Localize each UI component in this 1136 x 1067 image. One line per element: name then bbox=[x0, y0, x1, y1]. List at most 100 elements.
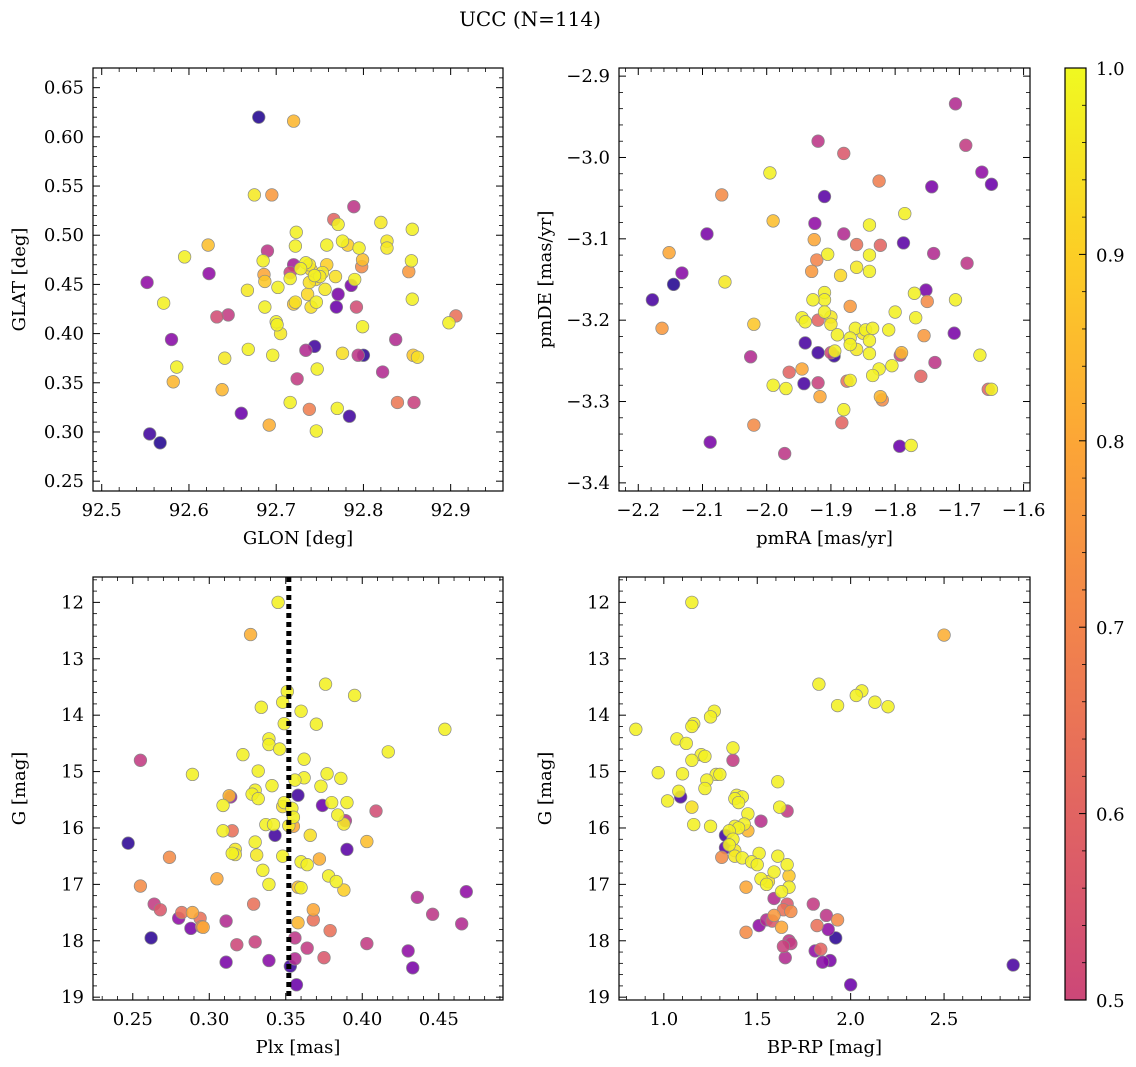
scatter-point bbox=[375, 365, 390, 379]
y-tick-label: 19 bbox=[587, 987, 610, 1008]
scatter-point bbox=[185, 905, 200, 920]
colorbar-frame bbox=[1064, 67, 1087, 1001]
y-tick-label: −3.0 bbox=[566, 147, 610, 168]
scatter-point bbox=[774, 920, 789, 934]
scatter-point bbox=[914, 369, 928, 383]
scatter-point bbox=[806, 293, 820, 307]
scatter-point bbox=[293, 262, 308, 276]
scatter-point bbox=[898, 206, 912, 221]
scatter-point bbox=[919, 283, 933, 297]
scatter-point bbox=[351, 348, 365, 362]
x-tick-label: 0.30 bbox=[189, 1009, 229, 1030]
scatter-point bbox=[909, 311, 923, 325]
scatter-point bbox=[843, 373, 857, 388]
colorbar-tick-label: 0.9 bbox=[1096, 245, 1125, 266]
scatter-point bbox=[766, 378, 780, 392]
scatter-point bbox=[731, 795, 746, 810]
scatter-point bbox=[812, 677, 826, 691]
colorbar-tick-label: 0.5 bbox=[1096, 991, 1125, 1012]
scatter-point bbox=[247, 188, 262, 202]
x-axis-label: Plx [mas] bbox=[256, 1037, 341, 1058]
scatter-point bbox=[374, 215, 388, 230]
figure-title: UCC (N=114) bbox=[459, 7, 601, 31]
y-tick-label: 17 bbox=[587, 874, 610, 895]
scatter-point bbox=[750, 857, 764, 872]
scatter-point bbox=[862, 333, 877, 348]
scatter-point bbox=[265, 188, 279, 202]
scatter-point bbox=[294, 881, 308, 895]
scatter-point bbox=[360, 834, 374, 849]
scatter-point bbox=[312, 852, 327, 866]
scatter-point bbox=[381, 745, 395, 759]
y-tick-label: 0.60 bbox=[44, 127, 84, 148]
scatter-point bbox=[230, 938, 244, 952]
scatter-point bbox=[297, 752, 311, 766]
y-tick-label: −2.9 bbox=[566, 66, 610, 87]
scatter-point bbox=[713, 767, 727, 782]
y-tick-label: 0.25 bbox=[44, 471, 84, 492]
scatter-point bbox=[651, 766, 665, 780]
scatter-point bbox=[309, 295, 323, 309]
y-tick-label: −3.2 bbox=[566, 310, 610, 331]
scatter-point bbox=[390, 395, 405, 410]
scatter-point bbox=[873, 389, 888, 404]
y-tick-label: 15 bbox=[61, 762, 84, 783]
scatter-point bbox=[811, 376, 825, 390]
scatter-points bbox=[645, 97, 999, 461]
scatter-point bbox=[216, 798, 230, 813]
scatter-point bbox=[810, 253, 824, 267]
scatter-point bbox=[763, 166, 777, 180]
scatter-point bbox=[862, 346, 877, 361]
colorbar: 0.5 0.6 0.7 0.8 0.9 1.0 bbox=[1064, 59, 1125, 1012]
scatter-point bbox=[201, 238, 215, 252]
y-tick-label: 18 bbox=[61, 931, 84, 952]
scatter-point bbox=[685, 719, 699, 734]
scatter-point bbox=[407, 395, 421, 410]
scatter-point bbox=[866, 321, 880, 335]
scatter-point bbox=[294, 704, 308, 718]
scatter-point bbox=[798, 336, 812, 350]
scatter-point bbox=[675, 266, 689, 280]
scatter-point bbox=[882, 323, 896, 337]
scatter-point bbox=[389, 332, 403, 347]
scatter-point bbox=[679, 736, 693, 751]
scatter-point bbox=[881, 700, 895, 714]
y-axis-label: GLAT [deg] bbox=[9, 228, 30, 332]
scatter-point bbox=[754, 814, 768, 828]
scatter-point bbox=[276, 695, 290, 709]
y-axis-label: pmDE [mas/yr] bbox=[535, 211, 556, 349]
y-axis-label: G [mag] bbox=[9, 752, 30, 825]
scatter-point bbox=[459, 885, 473, 899]
scatter-point bbox=[300, 941, 314, 955]
scatter-point bbox=[303, 828, 317, 842]
scatter-point bbox=[348, 272, 362, 287]
scatter-point bbox=[685, 753, 699, 767]
panel-plx-g: 0.25 0.30 0.35 0.40 0.45 12 13 14 15 16 17 18 19 Plx … bbox=[9, 576, 504, 1058]
scatter-point bbox=[888, 305, 902, 319]
scatter-point bbox=[258, 274, 272, 289]
scatter-point bbox=[288, 239, 303, 253]
scatter-point bbox=[143, 427, 157, 441]
scatter-point bbox=[814, 942, 828, 956]
scatter-point bbox=[248, 835, 262, 849]
scatter-point bbox=[807, 232, 821, 247]
scatter-point bbox=[225, 846, 239, 861]
scatter-point bbox=[975, 165, 989, 179]
scatter-point bbox=[947, 326, 961, 340]
scatter-point bbox=[317, 951, 331, 965]
scatter-point bbox=[885, 359, 899, 373]
scatter-point bbox=[829, 931, 843, 945]
scatter-point bbox=[210, 872, 224, 886]
scatter-point bbox=[153, 436, 167, 450]
scatter-point bbox=[726, 753, 740, 767]
scatter-point bbox=[685, 595, 699, 610]
scatter-point bbox=[821, 922, 835, 937]
y-tick-label: −3.4 bbox=[566, 473, 610, 494]
scatter-point bbox=[819, 908, 834, 923]
scatter-point bbox=[320, 767, 334, 781]
scatter-point bbox=[872, 174, 886, 188]
scatter-point bbox=[739, 880, 753, 894]
scatter-point bbox=[767, 865, 781, 879]
scatter-point bbox=[425, 907, 440, 921]
